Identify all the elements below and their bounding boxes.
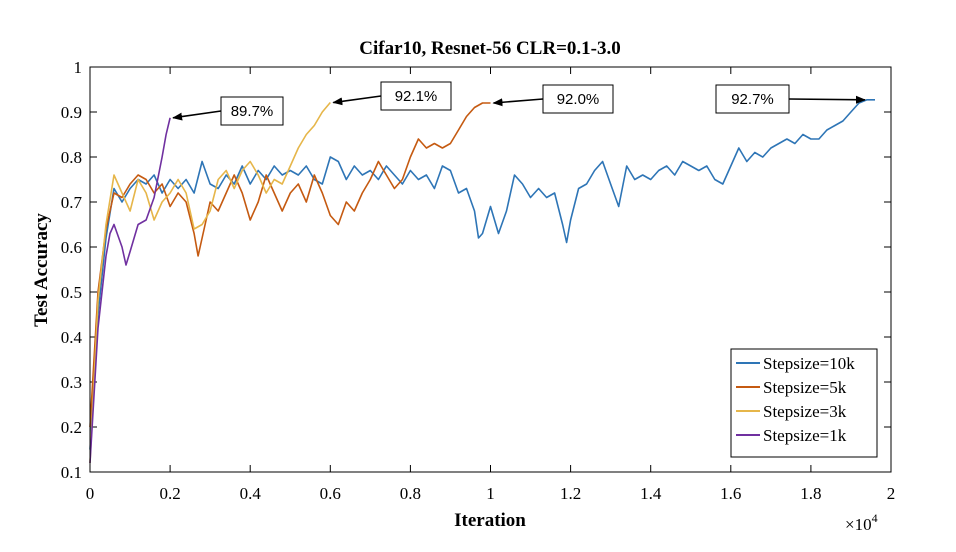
legend-entry: Stepsize=1k	[763, 426, 847, 445]
y-axis-label: Test Accuracy	[31, 213, 52, 327]
legend-entry: Stepsize=3k	[763, 402, 847, 421]
annotation-arrow	[172, 110, 222, 121]
y-tick-label: 0.8	[61, 148, 82, 167]
x-tick-label: 2	[887, 484, 896, 503]
legend-box	[730, 348, 878, 458]
x-tick-label: 0	[86, 484, 95, 503]
y-tick-label: 0.2	[61, 418, 82, 437]
y-tick-labels: 0.1 0.2 0.3 0.4 0.5 0.6 0.7 0.8 0.9 1	[61, 58, 83, 482]
series-line	[89, 99, 875, 450]
annotation-box	[542, 84, 614, 114]
x-multiplier-exponent: 4	[872, 511, 878, 525]
annotation-arrow	[492, 98, 544, 107]
series-lines	[89, 99, 875, 464]
annotation-label: 92.7%	[731, 91, 774, 108]
x-tick-label: 0.2	[159, 484, 180, 503]
annotation-label: 92.1%	[395, 88, 438, 105]
y-tick-label: 0.7	[61, 193, 83, 212]
x-tick-label: 0.4	[240, 484, 262, 503]
legend-entry: Stepsize=5k	[763, 378, 847, 397]
x-tick-labels: 0 0.2 0.4 0.6 0.8 1 1.2 1.4 1.6 1.8 2	[86, 484, 896, 503]
annotation-box	[380, 81, 452, 111]
x-multiplier-base: ×10	[845, 515, 872, 534]
series-line	[89, 101, 331, 464]
y-tick-label: 1	[74, 58, 83, 77]
x-tick-label: 1.4	[640, 484, 662, 503]
svg-text:×104: ×104	[845, 511, 878, 534]
legend: Stepsize=10k Stepsize=5k Stepsize=3k Stepsi…	[730, 348, 878, 458]
annotation-arrow	[332, 95, 382, 106]
chart-title: Cifar10, Resnet-56 CLR=0.1-3.0	[359, 38, 620, 59]
y-tick-label: 0.9	[61, 103, 82, 122]
annotation-label: 89.7%	[231, 103, 274, 120]
x-tick-label: 0.6	[320, 484, 341, 503]
y-tick-label: 0.6	[61, 238, 82, 257]
x-axis-label: Iteration	[454, 510, 526, 531]
y-tick-label: 0.3	[61, 373, 82, 392]
x-tick-label: 1.2	[560, 484, 581, 503]
x-tick-label: 1.8	[800, 484, 821, 503]
x-tick-label: 0.8	[400, 484, 421, 503]
annotation-box	[715, 84, 790, 114]
x-multiplier: ×104	[845, 511, 878, 534]
y-tick-label: 0.4	[61, 328, 83, 347]
x-tick-label: 1.6	[720, 484, 741, 503]
series-line	[89, 117, 171, 464]
annotations: 89.7% 92.1% 92.0% 92.7%	[172, 81, 866, 126]
series-line	[89, 102, 491, 428]
x-tick-label: 1	[486, 484, 495, 503]
y-tick-label: 0.5	[61, 283, 82, 302]
annotation-box	[220, 96, 284, 126]
plot-frame	[89, 66, 892, 473]
y-tick-label: 0.1	[61, 463, 82, 482]
legend-entry: Stepsize=10k	[763, 354, 855, 373]
annotation-label: 92.0%	[557, 91, 600, 108]
annotation-arrow	[788, 95, 866, 104]
